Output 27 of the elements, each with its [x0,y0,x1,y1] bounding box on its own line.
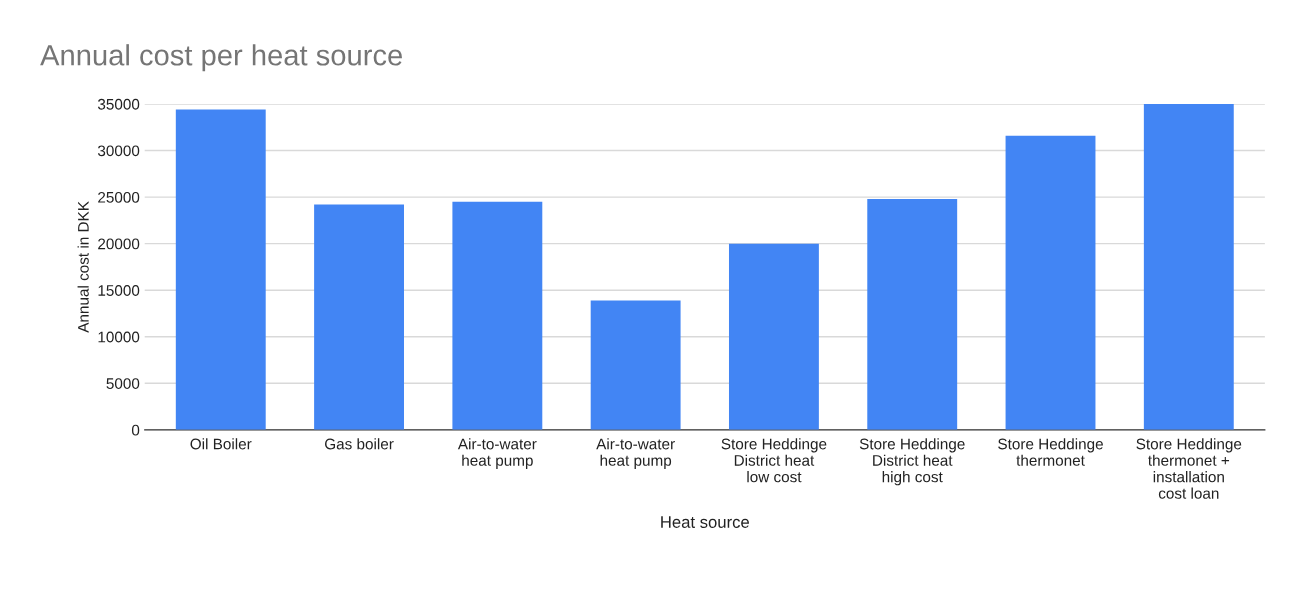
bar [728,243,819,430]
y-tick-label: 20000 [98,238,140,250]
bar [452,201,543,430]
x-tick-label: Store Heddinge District heat high cost [859,438,965,486]
bar [175,109,266,430]
x-tick-label: Air-to-water heat pump [457,438,537,469]
bar [314,204,404,430]
x-tick-label: Oil Boiler [190,438,252,450]
x-axis-title: Heat source [661,516,749,528]
bar [590,300,681,430]
bar [1143,103,1234,430]
y-tick-label: 25000 [98,191,140,203]
y-tick-label: 0 [131,424,140,436]
bar [867,198,958,430]
y-axis-title: Annual cost in DKK [77,201,89,333]
x-tick-label: Store Heddinge District heat low cost [721,438,827,483]
y-tick-label: 15000 [98,285,140,296]
x-tick-label: Store Heddinge thermonet [998,438,1103,466]
x-tick-label: Air-to-water heat pump [596,438,675,469]
chart-title: Annual cost per heat source [40,44,402,72]
x-tick-label: Gas boiler [325,438,394,450]
x-tick-label: Store Heddinge thermonet + installation cost loan [1136,438,1242,499]
y-tick-label: 10000 [98,331,140,343]
y-tick-label: 35000 [97,98,140,110]
y-tick-label: 30000 [97,145,140,157]
bar [1005,135,1096,430]
y-tick-label: 5000 [106,378,140,389]
